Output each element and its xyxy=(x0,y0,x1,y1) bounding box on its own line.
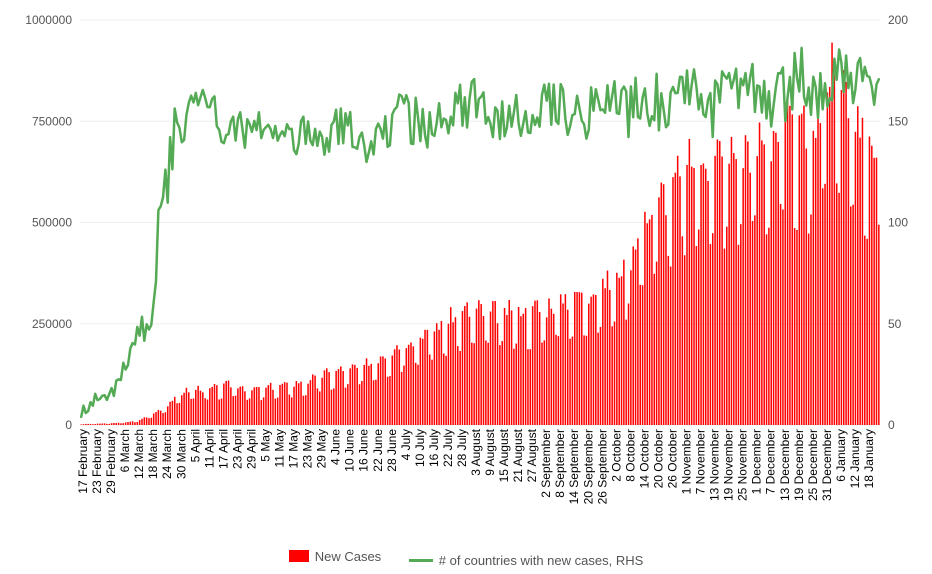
svg-text:200: 200 xyxy=(888,13,908,27)
svg-text:29 February: 29 February xyxy=(104,429,118,494)
svg-text:14 October: 14 October xyxy=(637,429,651,488)
svg-text:5 April: 5 April xyxy=(188,429,202,462)
legend-bar-label: New Cases xyxy=(315,549,381,564)
svg-text:22 June: 22 June xyxy=(371,429,385,472)
svg-text:3 August: 3 August xyxy=(469,428,483,475)
svg-text:1 December: 1 December xyxy=(750,429,764,494)
svg-text:250000: 250000 xyxy=(32,317,72,331)
svg-text:16 July: 16 July xyxy=(427,429,441,467)
legend-line-label: # of countries with new cases, RHS xyxy=(439,553,643,568)
svg-text:23 February: 23 February xyxy=(90,429,104,494)
svg-text:12 January: 12 January xyxy=(848,429,862,488)
svg-text:18 January: 18 January xyxy=(862,429,876,488)
svg-text:50: 50 xyxy=(888,317,902,331)
svg-text:7 December: 7 December xyxy=(764,429,778,494)
legend: New Cases # of countries with new cases,… xyxy=(0,549,932,569)
svg-text:20 September: 20 September xyxy=(581,429,595,504)
svg-text:26 September: 26 September xyxy=(595,429,609,504)
svg-text:750000: 750000 xyxy=(32,114,72,128)
svg-text:21 August: 21 August xyxy=(511,428,525,482)
svg-text:17 February: 17 February xyxy=(76,429,90,494)
svg-text:26 October: 26 October xyxy=(665,429,679,488)
svg-text:1000000: 1000000 xyxy=(25,13,72,27)
chart-svg: 0 250000 500000 750000 1000000 0 50 100 150 200 17… xyxy=(0,0,932,574)
svg-text:14 September: 14 September xyxy=(567,429,581,504)
svg-text:19 December: 19 December xyxy=(792,429,806,501)
svg-text:23 May: 23 May xyxy=(301,429,315,468)
svg-text:10 June: 10 June xyxy=(343,429,357,472)
svg-text:15 August: 15 August xyxy=(497,428,511,482)
svg-text:10 July: 10 July xyxy=(413,429,427,467)
svg-text:29 April: 29 April xyxy=(244,429,258,469)
svg-text:17 May: 17 May xyxy=(287,429,301,468)
svg-text:19 November: 19 November xyxy=(722,429,736,501)
svg-text:7 November: 7 November xyxy=(694,429,708,494)
svg-text:23 April: 23 April xyxy=(230,429,244,469)
svg-text:27 August: 27 August xyxy=(525,428,539,482)
svg-text:1 November: 1 November xyxy=(680,429,694,494)
svg-text:13 November: 13 November xyxy=(708,429,722,501)
svg-text:20 October: 20 October xyxy=(651,429,665,488)
svg-text:500000: 500000 xyxy=(32,216,72,230)
svg-text:11 May: 11 May xyxy=(273,429,287,467)
svg-text:5 May: 5 May xyxy=(258,429,272,462)
svg-text:22 July: 22 July xyxy=(441,429,455,467)
svg-text:16 June: 16 June xyxy=(357,429,371,472)
svg-text:31 December: 31 December xyxy=(820,429,834,501)
svg-text:2 September: 2 September xyxy=(539,429,553,498)
svg-text:11 April: 11 April xyxy=(202,429,216,468)
svg-text:30 March: 30 March xyxy=(174,429,188,479)
svg-text:6 January: 6 January xyxy=(834,429,848,482)
svg-text:12 March: 12 March xyxy=(132,429,146,479)
svg-text:28 July: 28 July xyxy=(455,429,469,467)
svg-text:0: 0 xyxy=(65,418,72,432)
svg-text:25 December: 25 December xyxy=(806,429,820,501)
svg-text:13 December: 13 December xyxy=(778,429,792,501)
svg-text:8 September: 8 September xyxy=(553,429,567,498)
svg-text:25 November: 25 November xyxy=(736,429,750,501)
svg-text:4 July: 4 July xyxy=(399,429,413,460)
svg-text:8 October: 8 October xyxy=(623,429,637,482)
svg-text:28 June: 28 June xyxy=(385,429,399,472)
legend-item-line: # of countries with new cases, RHS xyxy=(409,553,643,568)
svg-text:18 March: 18 March xyxy=(146,429,160,479)
legend-line-swatch xyxy=(409,559,433,562)
svg-text:150: 150 xyxy=(888,114,908,128)
svg-text:100: 100 xyxy=(888,216,908,230)
legend-bar-swatch xyxy=(289,550,309,562)
covid-chart: 0 250000 500000 750000 1000000 0 50 100 150 200 17… xyxy=(0,0,932,574)
svg-text:2 October: 2 October xyxy=(609,429,623,482)
svg-text:9 August: 9 August xyxy=(483,428,497,475)
legend-item-bars: New Cases xyxy=(289,549,381,564)
svg-text:24 March: 24 March xyxy=(160,429,174,479)
svg-text:0: 0 xyxy=(888,418,895,432)
svg-text:29 May: 29 May xyxy=(315,429,329,468)
svg-text:4 June: 4 June xyxy=(329,429,343,465)
svg-text:6 March: 6 March xyxy=(118,429,132,472)
svg-text:17 April: 17 April xyxy=(216,429,230,469)
